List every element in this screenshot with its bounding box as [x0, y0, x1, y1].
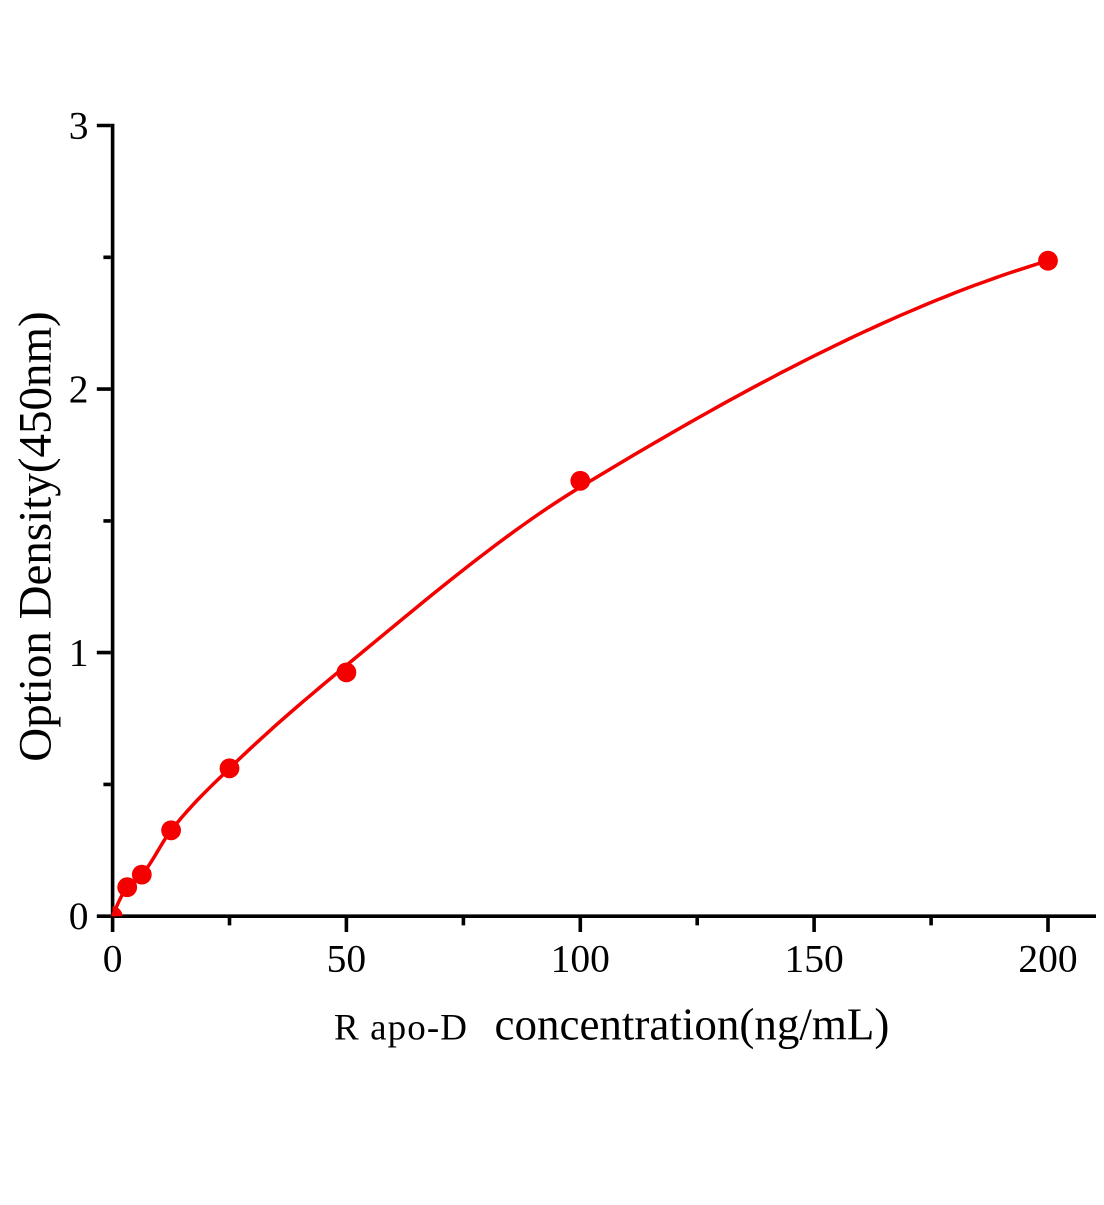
svg-text:0: 0 [103, 937, 123, 981]
svg-text:Option Density(450nm): Option Density(450nm) [9, 311, 61, 761]
svg-text:2: 2 [69, 367, 89, 411]
svg-text:3: 3 [69, 103, 89, 147]
svg-text:concentration(ng/mL): concentration(ng/mL) [495, 999, 890, 1049]
svg-text:150: 150 [784, 937, 843, 981]
svg-text:R apo-D: R apo-D [334, 1007, 468, 1048]
svg-text:200: 200 [1018, 937, 1077, 981]
svg-text:1: 1 [69, 631, 89, 675]
svg-text:0: 0 [69, 894, 89, 938]
svg-text:50: 50 [327, 937, 367, 981]
svg-text:100: 100 [551, 937, 610, 981]
